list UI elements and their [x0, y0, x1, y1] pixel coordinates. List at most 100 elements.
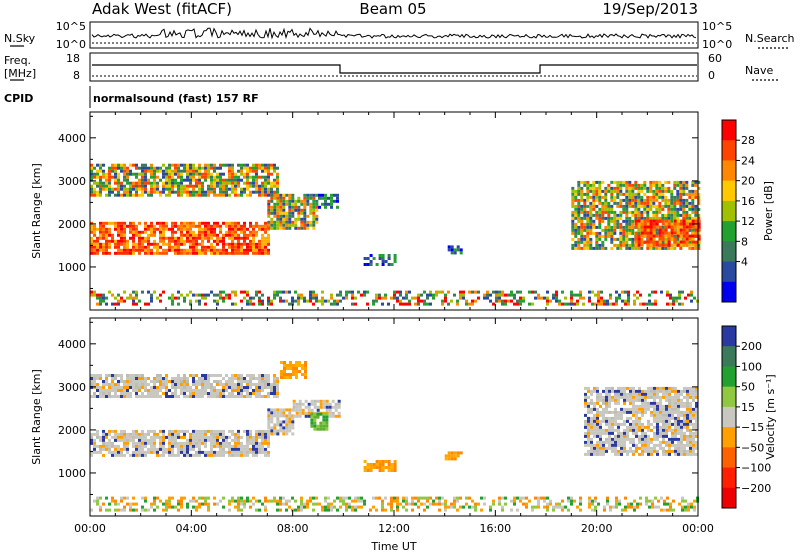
heatmap-cell — [132, 508, 135, 512]
heatmap-cell — [261, 193, 264, 197]
heatmap-cell — [331, 399, 335, 403]
heatmap-cell — [638, 452, 641, 456]
heatmap-cell — [243, 386, 246, 389]
heatmap-cell — [216, 429, 219, 433]
heatmap-cell — [604, 201, 608, 205]
heatmap-cell — [689, 443, 692, 447]
heatmap-cell — [252, 230, 255, 234]
heatmap-cell — [225, 386, 228, 389]
heatmap-cell — [363, 263, 367, 266]
heatmap-cell — [153, 435, 156, 439]
heatmap-cell — [195, 184, 198, 188]
heatmap-cell — [234, 233, 237, 237]
heatmap-cell — [210, 224, 213, 228]
heatmap-cell — [664, 225, 668, 229]
heatmap-cell — [325, 415, 329, 419]
heatmap-cell — [639, 502, 642, 506]
heatmap-cell — [680, 398, 683, 402]
heatmap-cell — [677, 392, 680, 396]
heatmap-cell — [279, 290, 282, 294]
heatmap-cell — [686, 407, 689, 411]
heatmap-cell — [273, 389, 276, 392]
heatmap-cell — [345, 505, 348, 509]
heatmap-cell — [587, 407, 590, 411]
heatmap-cell — [273, 190, 276, 194]
heatmap-cell — [195, 166, 198, 170]
heatmap-cell — [640, 219, 644, 223]
heatmap-cell — [668, 452, 671, 456]
heatmap-cell — [668, 413, 671, 417]
heatmap-cell — [525, 496, 528, 500]
heatmap-cell — [656, 425, 659, 429]
heatmap-cell — [655, 183, 659, 187]
heatmap-cell — [420, 299, 423, 303]
heatmap-cell — [611, 428, 614, 432]
heatmap-cell — [594, 302, 597, 306]
heatmap-cell — [620, 392, 623, 396]
heatmap-cell — [153, 496, 156, 500]
heatmap-cell — [623, 419, 626, 423]
heatmap-cell — [306, 214, 310, 218]
heatmap-cell — [614, 443, 617, 447]
heatmap-cell — [405, 293, 408, 297]
heatmap-cell — [659, 434, 662, 438]
heatmap-cell — [643, 201, 647, 205]
heatmap-cell — [237, 380, 240, 383]
heatmap-cell — [105, 239, 108, 243]
heatmap-cell — [625, 201, 629, 205]
heatmap-cell — [135, 374, 138, 377]
heatmap-cell — [237, 236, 240, 240]
heatmap-cell — [337, 402, 341, 406]
heatmap-cell — [694, 225, 698, 229]
heatmap-cell — [225, 242, 228, 246]
heatmap-cell — [677, 404, 680, 408]
heatmap-cell — [123, 221, 126, 225]
heatmap-cell — [258, 450, 261, 454]
heatmap-cell — [453, 505, 456, 509]
heatmap-cell — [267, 172, 270, 176]
heatmap-cell — [673, 231, 677, 235]
heatmap-cell — [561, 302, 564, 306]
heatmap-cell — [222, 184, 225, 188]
heatmap-cell — [198, 453, 201, 457]
heatmap-cell — [261, 181, 264, 185]
heatmap-cell — [198, 447, 201, 451]
heatmap-cell — [691, 198, 695, 202]
heatmap-cell — [90, 450, 93, 454]
heatmap-cell — [665, 398, 668, 402]
heatmap-cell — [695, 416, 698, 420]
heatmap-cell — [653, 407, 656, 411]
heatmap-cell — [240, 290, 243, 294]
heatmap-cell — [297, 208, 301, 212]
heatmap-cell — [162, 248, 165, 252]
heatmap-cell — [189, 236, 192, 240]
heatmap-cell — [102, 380, 105, 383]
heatmap-cell — [225, 163, 228, 167]
heatmap-cell — [471, 290, 474, 294]
heatmap-cell — [674, 404, 677, 408]
heatmap-cell — [623, 392, 626, 396]
heatmap-cell — [276, 178, 279, 182]
heatmap-cell — [596, 407, 599, 411]
heatmap-cell — [330, 199, 333, 203]
heatmap-cell — [613, 228, 617, 232]
heatmap-cell — [162, 429, 165, 433]
heatmap-cell — [201, 296, 204, 300]
heatmap-cell — [670, 201, 674, 205]
heatmap-cell — [599, 446, 602, 450]
heatmap-cell — [315, 296, 318, 300]
heatmap-cell — [102, 296, 105, 300]
heatmap-cell — [579, 296, 582, 300]
heatmap-cell — [288, 214, 292, 218]
heatmap-cell — [571, 243, 575, 247]
heatmap-cell — [587, 449, 590, 453]
heatmap-cell — [322, 405, 326, 409]
heatmap-cell — [201, 251, 204, 255]
heatmap-cell — [306, 193, 310, 197]
heatmap-cell — [243, 251, 246, 255]
heatmap-cell — [604, 192, 608, 196]
heatmap-cell — [501, 293, 504, 297]
heatmap-cell — [213, 502, 216, 506]
heatmap-cell — [438, 508, 441, 512]
heatmap-cell — [183, 447, 186, 451]
